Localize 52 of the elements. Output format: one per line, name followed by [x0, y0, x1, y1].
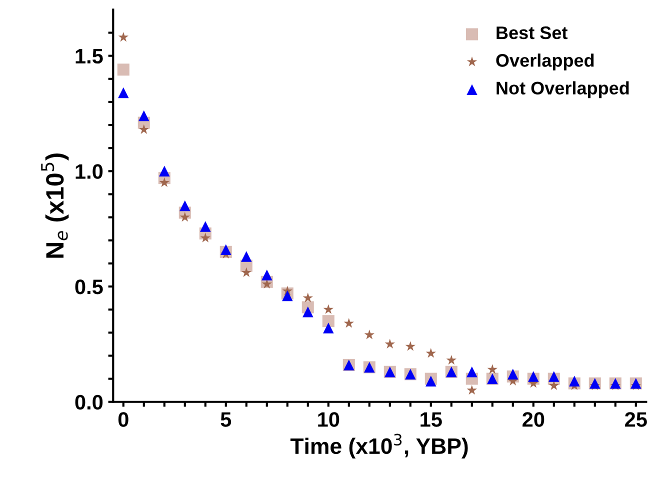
point	[405, 341, 416, 351]
point	[302, 292, 314, 302]
point	[118, 32, 129, 42]
point	[241, 267, 252, 278]
point	[384, 338, 396, 349]
point	[220, 244, 232, 255]
x-tick-label: 0	[118, 412, 128, 427]
point	[466, 384, 478, 395]
point	[117, 64, 130, 76]
point	[138, 124, 150, 134]
legend-label: Best Set	[496, 26, 568, 40]
point	[446, 354, 457, 365]
point	[548, 380, 560, 390]
point	[528, 371, 539, 382]
point	[426, 348, 436, 358]
point	[426, 376, 436, 386]
point	[200, 221, 211, 232]
point	[548, 371, 560, 382]
legend-label: Not Overlapped	[496, 81, 629, 98]
x-tick-label: 15	[420, 412, 442, 427]
point	[262, 270, 272, 280]
x-tick-label: 25	[625, 412, 647, 427]
x-tick-label: 10	[318, 412, 340, 427]
point	[302, 306, 314, 318]
y-tick-label: 0.5	[75, 280, 103, 294]
y-tick-label: 1.5	[76, 49, 103, 64]
y-tick-label: 1.0	[76, 164, 103, 179]
x-axis-title: Time (x10$^{3}$, YBP)	[290, 434, 468, 458]
y-tick-label: 0.0	[75, 394, 103, 410]
point	[180, 200, 190, 212]
point	[200, 232, 211, 242]
point	[466, 366, 478, 378]
point	[159, 166, 170, 177]
x-tick-label: 5	[220, 412, 232, 427]
point	[344, 318, 354, 328]
legend-label: Overlapped	[496, 54, 594, 70]
y-axis-title: N$_{e}$ (x10$^{5}$)	[41, 154, 69, 258]
point	[118, 87, 129, 98]
point	[322, 315, 334, 328]
point	[262, 278, 272, 289]
point	[241, 251, 252, 262]
point	[569, 376, 580, 386]
x-tick-label: 20	[522, 412, 544, 427]
point	[323, 304, 334, 314]
point	[364, 330, 375, 340]
point	[323, 322, 334, 334]
point	[180, 212, 190, 222]
point	[138, 110, 150, 122]
point	[159, 177, 170, 188]
point	[282, 290, 293, 302]
point	[487, 364, 498, 374]
point	[508, 368, 518, 380]
